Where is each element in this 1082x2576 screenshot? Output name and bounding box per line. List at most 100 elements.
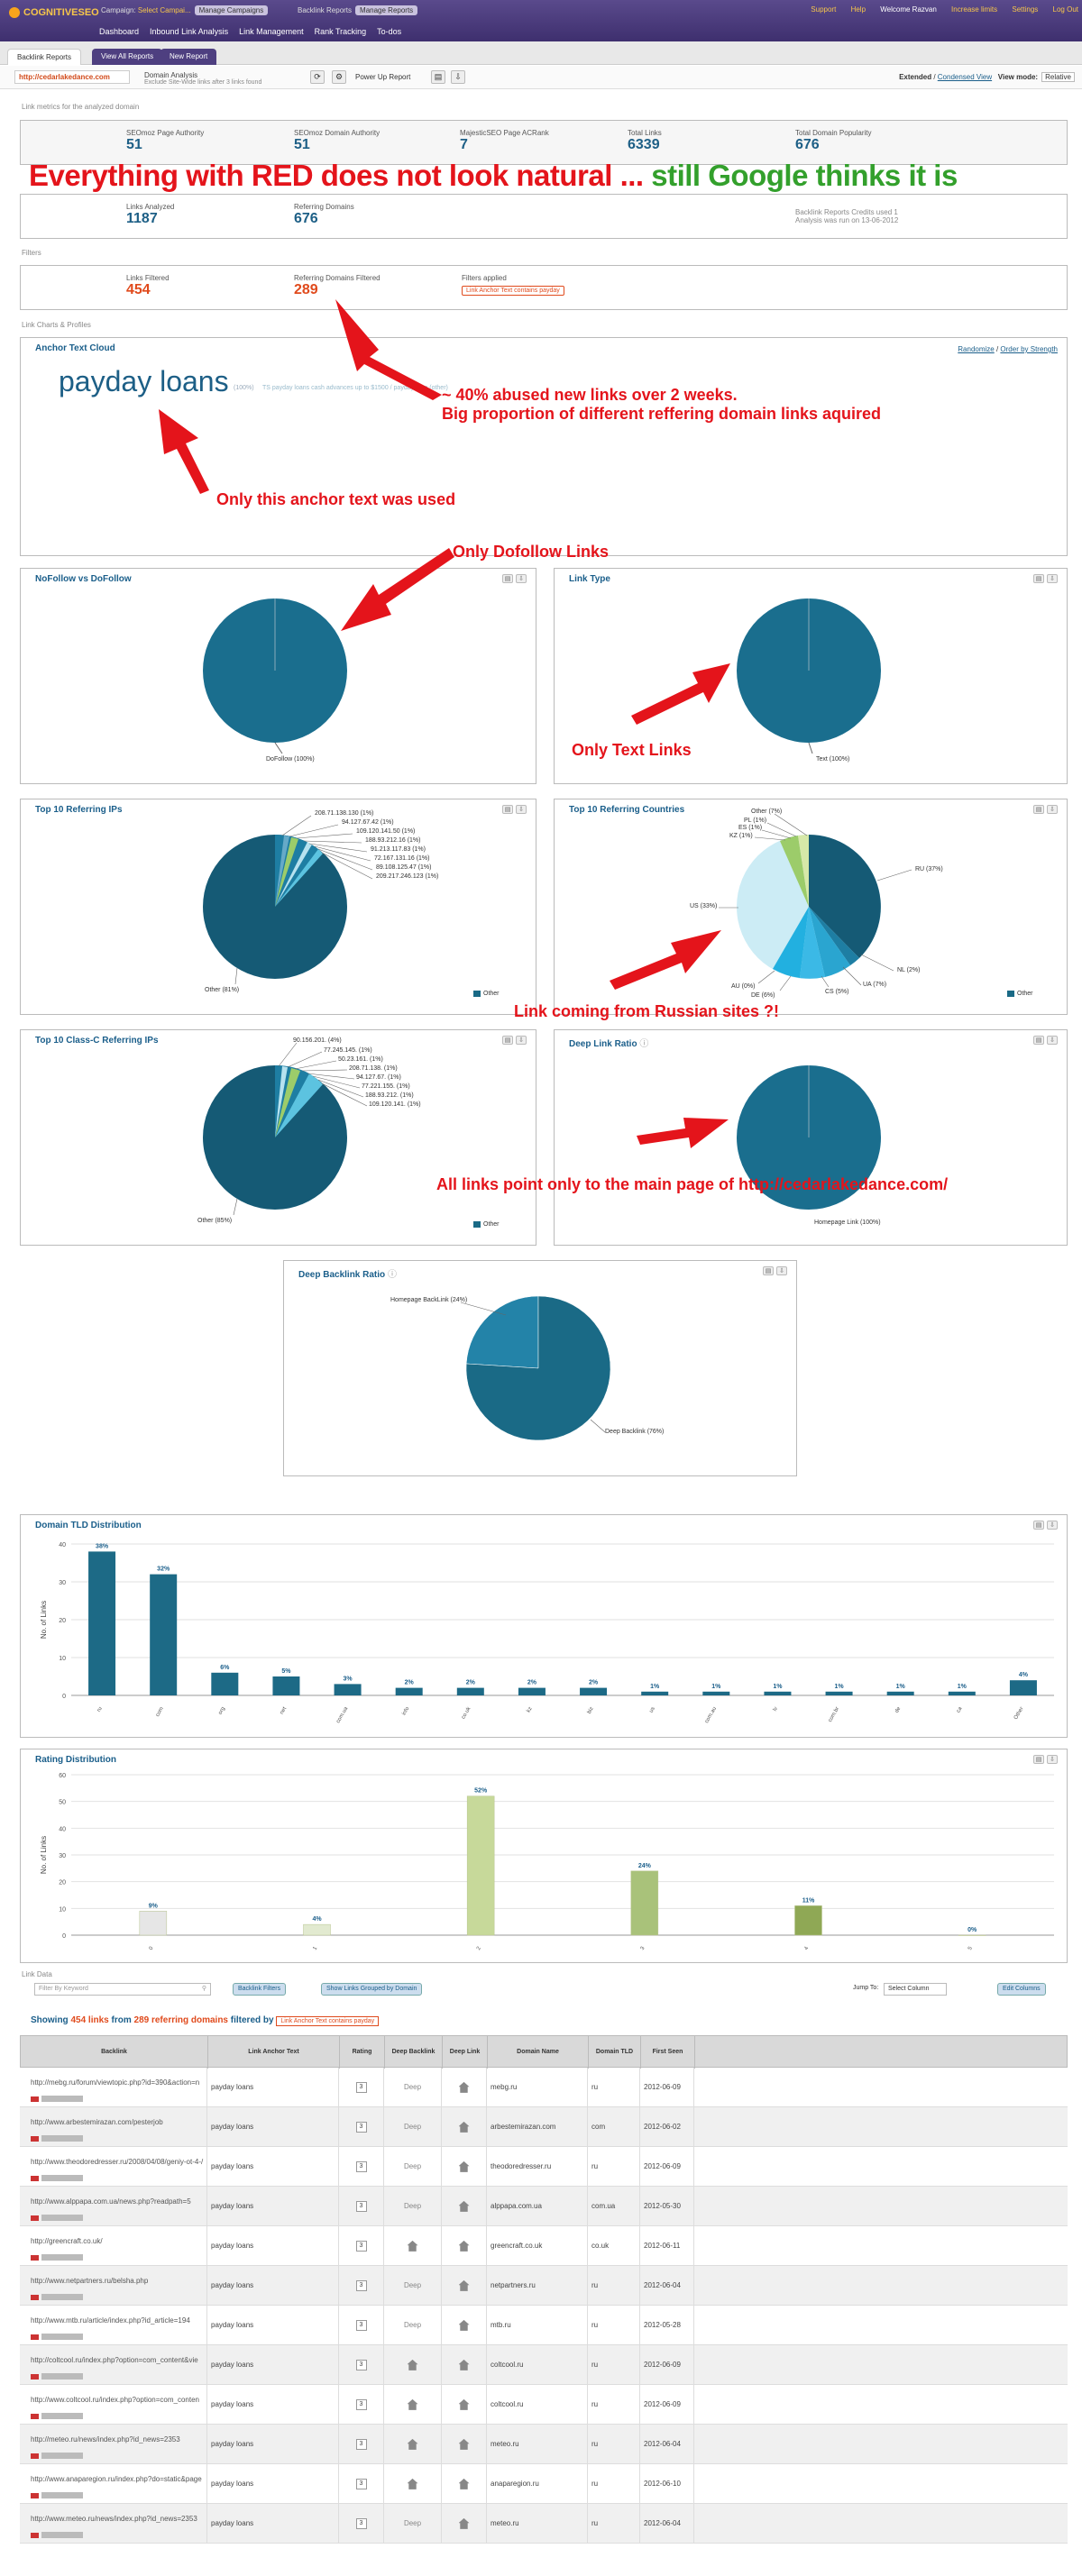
nav-todos[interactable]: To-dos <box>377 27 402 36</box>
nav-dashboard[interactable]: Dashboard <box>99 27 140 36</box>
bar-com.au[interactable] <box>702 1691 730 1695</box>
rating-badge[interactable]: 3 <box>355 2240 367 2252</box>
backlink-cell[interactable]: http://www.arbestemirazan.com/pesterjob <box>20 2107 207 2147</box>
rating-badge[interactable]: 3 <box>355 2200 367 2212</box>
download-icon[interactable]: ⇩ <box>516 1036 527 1045</box>
print-icon[interactable]: ▤ <box>431 70 445 84</box>
download-icon[interactable]: ⇩ <box>516 574 527 583</box>
col-rating[interactable]: Rating <box>340 2036 385 2069</box>
backlink-cell[interactable]: http://www.coltcool.ru/index.php?option=… <box>20 2385 207 2425</box>
backlink-cell[interactable]: http://mebg.ru/forum/viewtopic.php?id=39… <box>20 2068 207 2107</box>
table-row[interactable]: http://mebg.ru/forum/viewtopic.php?id=39… <box>20 2068 1068 2107</box>
bar-lv[interactable] <box>764 1691 792 1695</box>
bar-ru[interactable] <box>88 1551 116 1695</box>
table-row[interactable]: http://meteo.ru/news/index.php?id_news=2… <box>20 2425 1068 2464</box>
rating-badge[interactable]: 3 <box>355 2517 367 2529</box>
rating-badge[interactable]: 3 <box>355 2279 367 2291</box>
print-icon[interactable]: ▤ <box>1033 805 1044 814</box>
col-deep-backlink[interactable]: Deep Backlink <box>385 2036 443 2069</box>
download-icon[interactable]: ⇩ <box>516 805 527 814</box>
download-icon[interactable]: ⇩ <box>1047 1036 1058 1045</box>
backlink-cell[interactable]: http://www.mtb.ru/article/index.php?id_a… <box>20 2306 207 2345</box>
nav-link-management[interactable]: Link Management <box>239 27 304 36</box>
bar-Other[interactable] <box>1009 1680 1037 1695</box>
power-up-report-link[interactable]: Power Up Report <box>355 73 411 81</box>
bar-com[interactable] <box>150 1574 178 1695</box>
backlink-url[interactable]: http://www.alppapa.com.ua/news.php?readp… <box>31 2197 191 2206</box>
print-icon[interactable]: ▤ <box>763 1266 774 1275</box>
bar-2[interactable] <box>466 1795 495 1936</box>
bar-5[interactable] <box>958 1934 986 1936</box>
backlink-url[interactable]: http://meteo.ru/news/index.php?id_news=2… <box>31 2435 180 2444</box>
bar-ca[interactable] <box>948 1691 976 1695</box>
table-row[interactable]: http://www.netpartners.ru/belsha.php payd… <box>20 2266 1068 2306</box>
backlink-cell[interactable]: http://www.netpartners.ru/belsha.php <box>20 2266 207 2306</box>
col-deep-link[interactable]: Deep Link <box>443 2036 488 2069</box>
backlink-cell[interactable]: http://meteo.ru/news/index.php?id_news=2… <box>20 2425 207 2464</box>
rating-badge[interactable]: 3 <box>355 2438 367 2450</box>
backlink-cell[interactable]: http://www.anaparegion.ru/index.php?do=s… <box>20 2464 207 2504</box>
anchor-term-payday-loans[interactable]: payday loans <box>59 365 229 397</box>
table-row[interactable]: http://www.alppapa.com.ua/news.php?readp… <box>20 2187 1068 2226</box>
col-backlink[interactable]: Backlink <box>21 2036 208 2069</box>
bar-de[interactable] <box>886 1691 914 1695</box>
print-icon[interactable]: ▤ <box>502 805 513 814</box>
rating-badge[interactable]: 3 <box>355 2398 367 2410</box>
edit-columns-button[interactable]: Edit Columns <box>997 1983 1046 1996</box>
backlink-url[interactable]: http://coltcool.ru/index.php?option=com_… <box>31 2356 198 2364</box>
bar-us[interactable] <box>641 1691 669 1695</box>
bar-org[interactable] <box>211 1672 239 1695</box>
print-icon[interactable]: ▤ <box>502 574 513 583</box>
view-mode-select[interactable]: Relative <box>1041 72 1075 82</box>
logout-link[interactable]: Log Out <box>1052 5 1078 14</box>
col-domain[interactable]: Domain Name <box>488 2036 589 2069</box>
bar-kz[interactable] <box>518 1687 546 1695</box>
refresh-icon[interactable]: ⟳ <box>310 70 325 84</box>
export-icon[interactable]: ⇩ <box>451 70 465 84</box>
tab-backlink-reports[interactable]: Backlink Reports <box>7 49 82 65</box>
backlink-cell[interactable]: http://www.theodoredresser.ru/2008/04/08… <box>20 2147 207 2187</box>
print-icon[interactable]: ▤ <box>1033 1521 1044 1530</box>
print-icon[interactable]: ▤ <box>502 1036 513 1045</box>
backlink-url[interactable]: http://www.meteo.ru/news/index.php?id_ne… <box>31 2515 197 2523</box>
table-row[interactable]: http://www.meteo.ru/news/index.php?id_ne… <box>20 2504 1068 2544</box>
bar-com.ua[interactable] <box>334 1684 362 1695</box>
download-icon[interactable]: ⇩ <box>1047 1521 1058 1530</box>
print-icon[interactable]: ▤ <box>1033 1036 1044 1045</box>
filter-keyword-input[interactable]: Filter By Keyword ⚲ <box>34 1983 211 1996</box>
download-icon[interactable]: ⇩ <box>1047 574 1058 583</box>
rating-badge[interactable]: 3 <box>355 2319 367 2331</box>
increase-limits-link[interactable]: Increase limits <box>951 5 998 14</box>
table-row[interactable]: http://www.theodoredresser.ru/2008/04/08… <box>20 2147 1068 2187</box>
table-row[interactable]: http://www.mtb.ru/article/index.php?id_a… <box>20 2306 1068 2345</box>
table-row[interactable]: http://coltcool.ru/index.php?option=com_… <box>20 2345 1068 2385</box>
download-icon[interactable]: ⇩ <box>1047 805 1058 814</box>
bar-0[interactable] <box>139 1911 168 1936</box>
rating-badge[interactable]: 3 <box>355 2478 367 2489</box>
pie-slice-deep-backlink[interactable] <box>465 1295 611 1441</box>
print-icon[interactable]: ▤ <box>1033 1755 1044 1764</box>
rating-badge[interactable]: 3 <box>355 2160 367 2172</box>
jump-to-select[interactable]: Select Column <box>884 1983 947 1996</box>
col-first-seen[interactable]: First Seen <box>641 2036 695 2069</box>
print-icon[interactable]: ▤ <box>1033 574 1044 583</box>
nav-rank-tracking[interactable]: Rank Tracking <box>314 27 367 36</box>
bar-1[interactable] <box>303 1923 331 1936</box>
bar-co.uk[interactable] <box>456 1687 484 1695</box>
table-row[interactable]: http://greencraft.co.uk/payday loans 3 gre… <box>20 2226 1068 2266</box>
backlink-url[interactable]: http://www.netpartners.ru/belsha.php <box>31 2277 149 2285</box>
backlink-url[interactable]: http://www.mtb.ru/article/index.php?id_a… <box>31 2316 190 2325</box>
backlink-url[interactable]: http://greencraft.co.uk/ <box>31 2237 103 2245</box>
backlink-filters-button[interactable]: Backlink Filters <box>233 1983 287 1996</box>
info-icon[interactable]: ⓘ <box>387 1270 397 1280</box>
campaign-select[interactable]: Select Campai... <box>137 6 191 14</box>
backlink-url[interactable]: http://www.theodoredresser.ru/2008/04/08… <box>31 2158 204 2166</box>
table-row[interactable]: http://www.coltcool.ru/index.php?option=… <box>20 2385 1068 2425</box>
backlink-cell[interactable]: http://www.meteo.ru/news/index.php?id_ne… <box>20 2504 207 2544</box>
rating-badge[interactable]: 3 <box>355 2359 367 2370</box>
summary-filter-chip[interactable]: Link Anchor Text contains payday <box>276 2016 380 2026</box>
condensed-view-link[interactable]: Condensed View <box>937 73 993 81</box>
tab-view-all-reports[interactable]: View All Reports <box>92 49 163 65</box>
bar-com.br[interactable] <box>825 1691 853 1695</box>
backlink-url[interactable]: http://www.anaparegion.ru/index.php?do=s… <box>31 2475 202 2483</box>
